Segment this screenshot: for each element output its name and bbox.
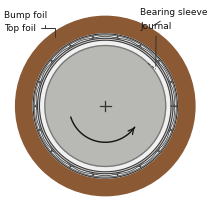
Text: Journal: Journal (140, 22, 172, 66)
Circle shape (33, 34, 177, 178)
Circle shape (33, 34, 177, 178)
Circle shape (16, 16, 195, 196)
Text: Bump foil: Bump foil (4, 11, 47, 28)
Text: Top foil: Top foil (4, 24, 55, 37)
Text: Bearing sleeve: Bearing sleeve (140, 8, 208, 26)
Circle shape (45, 46, 166, 166)
